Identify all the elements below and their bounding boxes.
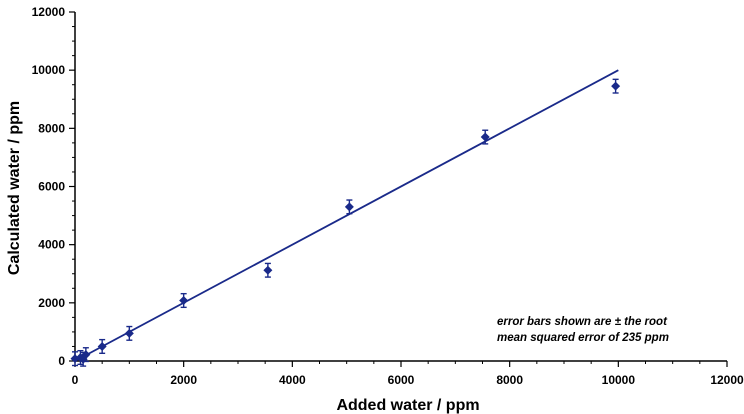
- x-tick-label: 10000: [602, 373, 636, 387]
- x-tick-label: 8000: [496, 373, 523, 387]
- y-tick-label: 12000: [32, 5, 66, 19]
- axes: [69, 11, 728, 367]
- x-tick-label: 0: [72, 373, 79, 387]
- y-axis-title: Calculated water / ppm: [6, 101, 23, 275]
- y-tick-label: 6000: [38, 180, 65, 194]
- data-point-group: [179, 292, 189, 309]
- data-point-group: [124, 325, 134, 341]
- data-point: [97, 341, 107, 351]
- data-point: [81, 350, 91, 360]
- y-tick-labels: 0 2000 4000 6000 8000 10000 12000: [32, 5, 66, 368]
- data-point: [263, 265, 273, 275]
- data-points: [70, 78, 621, 367]
- annotation-line-2: mean squared error of 235 ppm: [497, 332, 669, 344]
- data-point: [179, 296, 189, 306]
- y-tick-label: 8000: [38, 121, 65, 135]
- fit-line: [74, 69, 619, 362]
- data-point-group: [344, 199, 354, 215]
- y-tick-label: 2000: [38, 296, 65, 310]
- y-tick-label: 4000: [38, 238, 65, 252]
- data-point-group: [97, 338, 107, 354]
- x-tick-label: 4000: [279, 373, 306, 387]
- x-tick-label: 6000: [388, 373, 415, 387]
- y-tick-label: 10000: [32, 63, 66, 77]
- annotation-line-1: error bars shown are ± the root: [497, 316, 668, 328]
- data-point-group: [611, 78, 621, 94]
- data-point: [344, 202, 354, 212]
- y-tick-label: 0: [58, 354, 65, 368]
- data-point: [611, 81, 621, 91]
- fit-line-group: [74, 69, 619, 362]
- data-point-group: [263, 262, 273, 278]
- data-point-group: [480, 129, 490, 145]
- x-tick-labels: 0 2000 4000 6000 8000 10000 12000: [72, 373, 744, 387]
- data-point-group: [81, 347, 91, 363]
- data-point: [124, 328, 134, 338]
- data-point: [480, 132, 490, 142]
- x-tick-label: 2000: [170, 373, 197, 387]
- x-tick-label: 12000: [710, 373, 744, 387]
- x-axis-title: Added water / ppm: [336, 397, 479, 414]
